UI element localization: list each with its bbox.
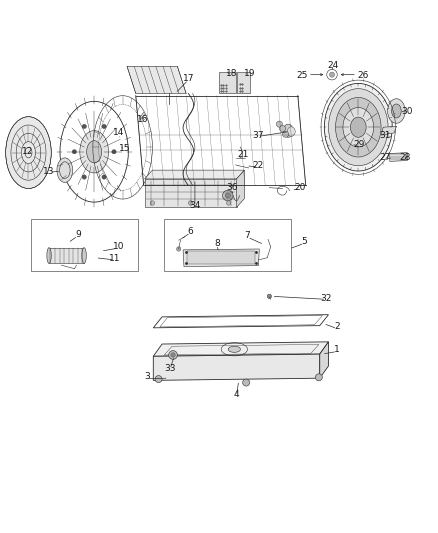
Text: 34: 34 bbox=[189, 201, 201, 209]
Ellipse shape bbox=[6, 117, 51, 189]
Text: 13: 13 bbox=[43, 166, 55, 175]
Bar bbox=[164, 219, 291, 271]
Circle shape bbox=[150, 201, 155, 205]
Text: 8: 8 bbox=[214, 239, 220, 248]
Ellipse shape bbox=[350, 117, 366, 138]
Text: 2: 2 bbox=[335, 322, 340, 332]
Text: 12: 12 bbox=[21, 147, 33, 156]
Circle shape bbox=[82, 175, 86, 179]
Text: 37: 37 bbox=[253, 131, 264, 140]
Circle shape bbox=[329, 72, 335, 77]
Text: 26: 26 bbox=[358, 71, 369, 80]
Text: 3: 3 bbox=[144, 373, 150, 382]
Circle shape bbox=[276, 121, 283, 127]
Circle shape bbox=[223, 190, 233, 201]
Bar bbox=[187, 251, 255, 264]
Polygon shape bbox=[237, 170, 244, 207]
Text: 25: 25 bbox=[297, 71, 308, 80]
Text: 7: 7 bbox=[244, 231, 251, 240]
Text: 28: 28 bbox=[399, 154, 411, 163]
Text: 6: 6 bbox=[187, 227, 194, 236]
Ellipse shape bbox=[57, 158, 73, 182]
Circle shape bbox=[279, 125, 286, 132]
Text: 11: 11 bbox=[109, 254, 120, 263]
Circle shape bbox=[283, 131, 289, 138]
Text: 32: 32 bbox=[321, 294, 332, 303]
Text: 27: 27 bbox=[380, 154, 391, 163]
Polygon shape bbox=[127, 66, 186, 93]
Circle shape bbox=[72, 150, 77, 154]
Text: 4: 4 bbox=[234, 390, 239, 399]
Polygon shape bbox=[390, 152, 407, 161]
Text: 14: 14 bbox=[113, 128, 124, 138]
Ellipse shape bbox=[87, 141, 102, 163]
Circle shape bbox=[112, 150, 116, 154]
Text: 36: 36 bbox=[226, 183, 238, 192]
Text: 5: 5 bbox=[301, 237, 307, 246]
Ellipse shape bbox=[287, 127, 295, 136]
Polygon shape bbox=[145, 170, 244, 179]
Polygon shape bbox=[153, 354, 320, 381]
Circle shape bbox=[171, 353, 175, 357]
Polygon shape bbox=[145, 179, 237, 207]
Ellipse shape bbox=[328, 88, 388, 166]
Text: 31: 31 bbox=[380, 131, 391, 140]
Text: 19: 19 bbox=[244, 69, 255, 78]
Circle shape bbox=[82, 124, 86, 128]
Ellipse shape bbox=[392, 104, 401, 118]
Circle shape bbox=[102, 124, 106, 128]
Text: 17: 17 bbox=[183, 74, 194, 83]
Bar bbox=[31, 219, 138, 271]
Polygon shape bbox=[381, 126, 396, 135]
Bar bbox=[237, 72, 250, 93]
Circle shape bbox=[188, 201, 193, 205]
Circle shape bbox=[226, 201, 231, 205]
Text: 22: 22 bbox=[253, 161, 264, 170]
Text: 20: 20 bbox=[294, 183, 306, 192]
Circle shape bbox=[225, 193, 230, 198]
Circle shape bbox=[267, 294, 272, 298]
Text: 21: 21 bbox=[237, 150, 249, 159]
Ellipse shape bbox=[47, 248, 51, 263]
Text: 10: 10 bbox=[113, 243, 124, 251]
Text: 30: 30 bbox=[402, 107, 413, 116]
Text: 24: 24 bbox=[327, 61, 339, 70]
Ellipse shape bbox=[82, 248, 86, 263]
Text: 15: 15 bbox=[119, 144, 131, 153]
Bar bbox=[219, 72, 236, 93]
Ellipse shape bbox=[228, 346, 240, 352]
Ellipse shape bbox=[324, 84, 392, 171]
Circle shape bbox=[102, 175, 106, 179]
Polygon shape bbox=[320, 342, 328, 378]
Text: 33: 33 bbox=[164, 364, 176, 373]
Ellipse shape bbox=[80, 131, 109, 173]
Text: 18: 18 bbox=[226, 69, 238, 78]
Polygon shape bbox=[183, 249, 259, 266]
Ellipse shape bbox=[343, 108, 374, 147]
Text: 9: 9 bbox=[75, 230, 81, 239]
Circle shape bbox=[177, 247, 181, 251]
Bar bbox=[49, 248, 84, 263]
Text: 29: 29 bbox=[353, 140, 365, 149]
Text: 16: 16 bbox=[137, 115, 148, 124]
Circle shape bbox=[155, 376, 162, 383]
Ellipse shape bbox=[283, 124, 293, 138]
Text: 1: 1 bbox=[334, 345, 340, 354]
Polygon shape bbox=[153, 342, 328, 356]
Circle shape bbox=[169, 351, 177, 359]
Ellipse shape bbox=[388, 99, 405, 123]
Ellipse shape bbox=[336, 98, 381, 157]
Circle shape bbox=[243, 379, 250, 386]
Circle shape bbox=[315, 374, 322, 381]
